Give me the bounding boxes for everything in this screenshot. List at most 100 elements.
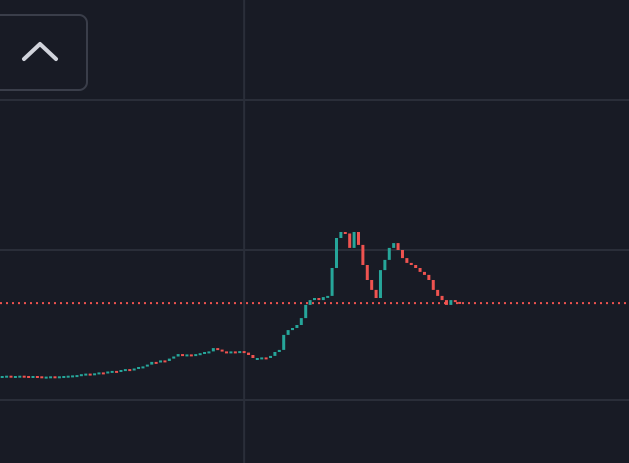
candle-body — [44, 376, 48, 379]
candle-body — [167, 358, 171, 361]
candle-body — [308, 300, 312, 305]
candles — [0, 232, 629, 379]
candle-body — [361, 244, 365, 265]
candle-body — [295, 325, 299, 328]
candle-body — [220, 349, 224, 352]
candle-body — [277, 349, 281, 352]
candle-body — [286, 330, 290, 335]
candle-body — [405, 258, 409, 263]
candle-body — [163, 360, 167, 363]
collapse-button[interactable] — [0, 14, 88, 91]
candle-body — [238, 351, 242, 354]
candle-body — [299, 318, 303, 325]
candle-body — [119, 370, 123, 372]
candle-body — [53, 376, 57, 379]
candle-body — [440, 295, 444, 301]
candle-body — [145, 364, 149, 367]
candle-body — [35, 376, 39, 378]
candle-body — [422, 271, 426, 275]
button-frame[interactable] — [0, 14, 88, 91]
candle-body — [291, 328, 295, 331]
candle-body — [321, 297, 325, 301]
candle-body — [313, 298, 316, 301]
candle-body — [101, 372, 105, 375]
candle-body — [414, 265, 418, 268]
candle-body — [176, 354, 180, 357]
candle-body — [269, 355, 273, 358]
candle-body — [132, 368, 136, 371]
candle-body — [110, 370, 114, 373]
candle-body — [71, 375, 75, 378]
candle-body — [40, 376, 44, 379]
candle-body — [123, 369, 127, 372]
candle-body — [5, 375, 9, 378]
candle-body — [203, 352, 207, 354]
candle-body — [172, 356, 176, 359]
candle-body — [185, 354, 189, 357]
chevron-up-icon[interactable] — [22, 42, 58, 61]
candle-body — [216, 348, 220, 351]
candle-body — [115, 370, 119, 373]
candle-body — [255, 358, 259, 360]
candle-body — [339, 232, 343, 238]
candle-body — [458, 301, 462, 304]
candle-body — [79, 374, 83, 377]
candle-body — [13, 376, 17, 378]
candle-body — [449, 300, 453, 305]
candle-body — [154, 361, 158, 364]
candle-body — [400, 250, 404, 259]
candle-body — [31, 376, 35, 378]
candle-body — [330, 268, 334, 296]
candle-body — [378, 270, 382, 298]
candle-body — [57, 376, 61, 379]
candle-body — [396, 243, 400, 250]
candle-body — [62, 376, 66, 378]
candle-body — [88, 373, 92, 376]
candle-body — [317, 298, 321, 301]
candle-body — [348, 233, 352, 248]
candle-body — [106, 371, 110, 374]
candle-body — [431, 280, 435, 290]
candle-body — [27, 376, 31, 378]
candle-body — [242, 351, 246, 354]
candle-body — [334, 238, 338, 268]
candle-body — [49, 376, 53, 379]
candle-body — [141, 366, 145, 369]
candle-body — [22, 375, 26, 378]
candle-body — [150, 361, 154, 365]
candle-body — [409, 262, 413, 265]
candle-body — [304, 304, 308, 319]
candle-body — [159, 360, 163, 363]
candle-body — [370, 280, 374, 290]
candle-body — [137, 367, 141, 369]
candle-body — [128, 369, 132, 372]
candle-body — [18, 375, 22, 378]
candle-body — [444, 300, 448, 305]
candle-body — [247, 352, 251, 355]
candle-body — [75, 375, 79, 378]
candle-body — [326, 295, 330, 298]
candle-body — [392, 243, 396, 248]
candle-body — [365, 265, 369, 280]
candle-body — [374, 289, 378, 298]
candle-body — [198, 353, 202, 356]
candle-body — [211, 348, 215, 352]
candle-body — [189, 354, 193, 357]
candle-body — [352, 232, 356, 248]
candle-body — [229, 351, 233, 354]
candle-body — [273, 352, 277, 356]
candle-body — [427, 274, 431, 280]
candle-body — [343, 232, 347, 234]
candle-body — [453, 300, 457, 303]
candle-body — [282, 334, 286, 350]
candle-body — [251, 355, 255, 358]
candle-body — [225, 351, 229, 354]
candle-body — [233, 351, 237, 354]
candle-body — [436, 289, 440, 296]
candle-body — [181, 354, 185, 357]
candle-body — [264, 357, 268, 360]
candle-body — [9, 375, 13, 378]
candle-body — [93, 373, 97, 376]
